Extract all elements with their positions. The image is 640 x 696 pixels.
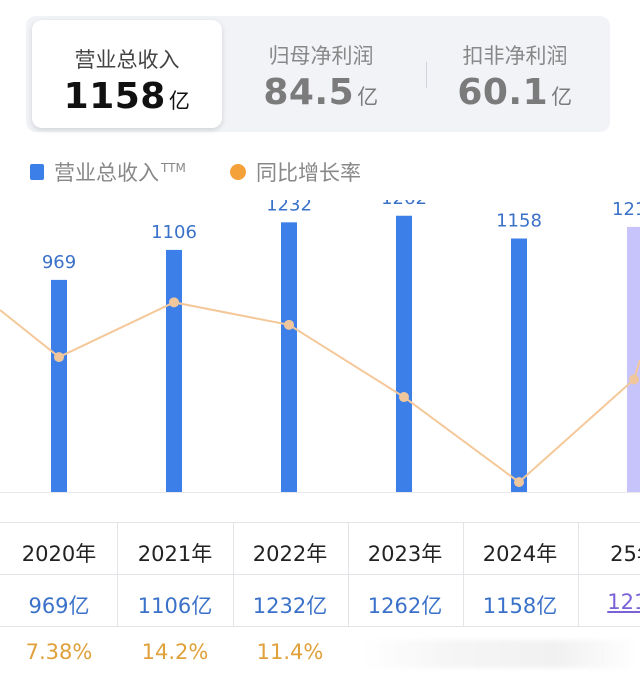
legend-label: 同比增长率 <box>256 161 361 185</box>
revenue-chart: 969 1106 1232 1262 1158 121 <box>0 200 640 493</box>
table-revenue-cell[interactable]: 1211 <box>607 590 640 614</box>
metric-label: 归母净利润 <box>268 44 374 68</box>
revenue-bar[interactable] <box>51 279 67 492</box>
table-year-cell: 25年 <box>610 542 640 566</box>
metric-value: 1158 亿 <box>63 76 191 117</box>
table-growth-cell: 11.4% <box>256 640 324 664</box>
metric-divider <box>426 62 427 88</box>
metric-tab-net-profit[interactable]: 归母净利润 84.5 亿 <box>226 16 416 132</box>
table-year-cell: 2021年 <box>137 542 213 566</box>
growth-point[interactable] <box>169 297 179 308</box>
metric-label: 营业总收入 <box>74 48 180 72</box>
table-year-cell: 2024年 <box>482 542 558 566</box>
bar-value-label: 121 <box>612 200 640 220</box>
bar-swatch-icon <box>30 164 44 180</box>
growth-point[interactable] <box>514 477 524 488</box>
revenue-bar[interactable] <box>166 249 182 492</box>
revenue-bar[interactable] <box>627 226 640 492</box>
revenue-bar[interactable] <box>281 222 297 493</box>
table-growth-cell: 7.38% <box>25 640 93 664</box>
bar-value-label: 1262 <box>381 200 427 209</box>
ttm-suffix: TTM <box>161 161 186 175</box>
metric-value: 84.5 亿 <box>263 72 379 113</box>
table-revenue-cell: 1158亿 <box>482 594 558 618</box>
table-divider <box>463 522 464 626</box>
revenue-bar[interactable] <box>511 238 527 492</box>
table-year-cell: 2022年 <box>252 542 328 566</box>
table-divider <box>0 522 640 523</box>
metric-value: 60.1 亿 <box>457 72 573 113</box>
table-revenue-cell: 1106亿 <box>137 594 213 618</box>
bar-value-label: 1232 <box>266 200 312 215</box>
metric-unit: 亿 <box>168 89 191 113</box>
growth-point[interactable] <box>399 392 409 403</box>
table-year-cell: 2020年 <box>21 542 97 566</box>
metric-label: 扣非净利润 <box>462 44 568 68</box>
table-revenue-cell: 1262亿 <box>367 594 443 618</box>
growth-point[interactable] <box>284 319 294 330</box>
table-divider <box>233 522 234 626</box>
dot-swatch-icon <box>230 164 246 180</box>
table-year-cell: 2023年 <box>367 542 443 566</box>
growth-line <box>0 301 640 484</box>
revenue-bar[interactable] <box>396 215 412 492</box>
bar-value-label: 969 <box>42 252 76 273</box>
obscured-region <box>360 640 640 668</box>
legend-label: 营业总收入 <box>54 161 159 185</box>
table-revenue-cell: 969亿 <box>28 594 90 618</box>
table-growth-cell: 14.2% <box>141 640 209 664</box>
data-table: 2020年 2021年 2022年 2023年 2024年 25年 969亿 1106亿 123… <box>0 522 640 696</box>
metric-tab-revenue[interactable]: 营业总收入 1158 亿 <box>32 20 222 128</box>
table-divider <box>578 522 579 626</box>
table-revenue-cell: 1232亿 <box>252 594 328 618</box>
legend-item-revenue[interactable]: 营业总收入 TTM <box>30 157 186 187</box>
table-divider <box>0 626 640 627</box>
growth-point[interactable] <box>629 374 639 385</box>
table-divider <box>348 522 349 626</box>
metric-tabs: 营业总收入 1158 亿 归母净利润 84.5 亿 扣非净利润 60.1 亿 <box>26 16 610 132</box>
metric-unit: 亿 <box>357 85 379 109</box>
growth-point[interactable] <box>54 352 64 363</box>
bar-value-label: 1106 <box>151 222 197 243</box>
bar-value-label: 1158 <box>496 211 542 232</box>
metric-unit: 亿 <box>551 85 573 109</box>
legend-item-growth[interactable]: 同比增长率 <box>230 157 361 187</box>
table-divider <box>0 574 640 575</box>
metric-tab-deducted-profit[interactable]: 扣非净利润 60.1 亿 <box>420 16 610 132</box>
table-divider <box>117 522 118 626</box>
